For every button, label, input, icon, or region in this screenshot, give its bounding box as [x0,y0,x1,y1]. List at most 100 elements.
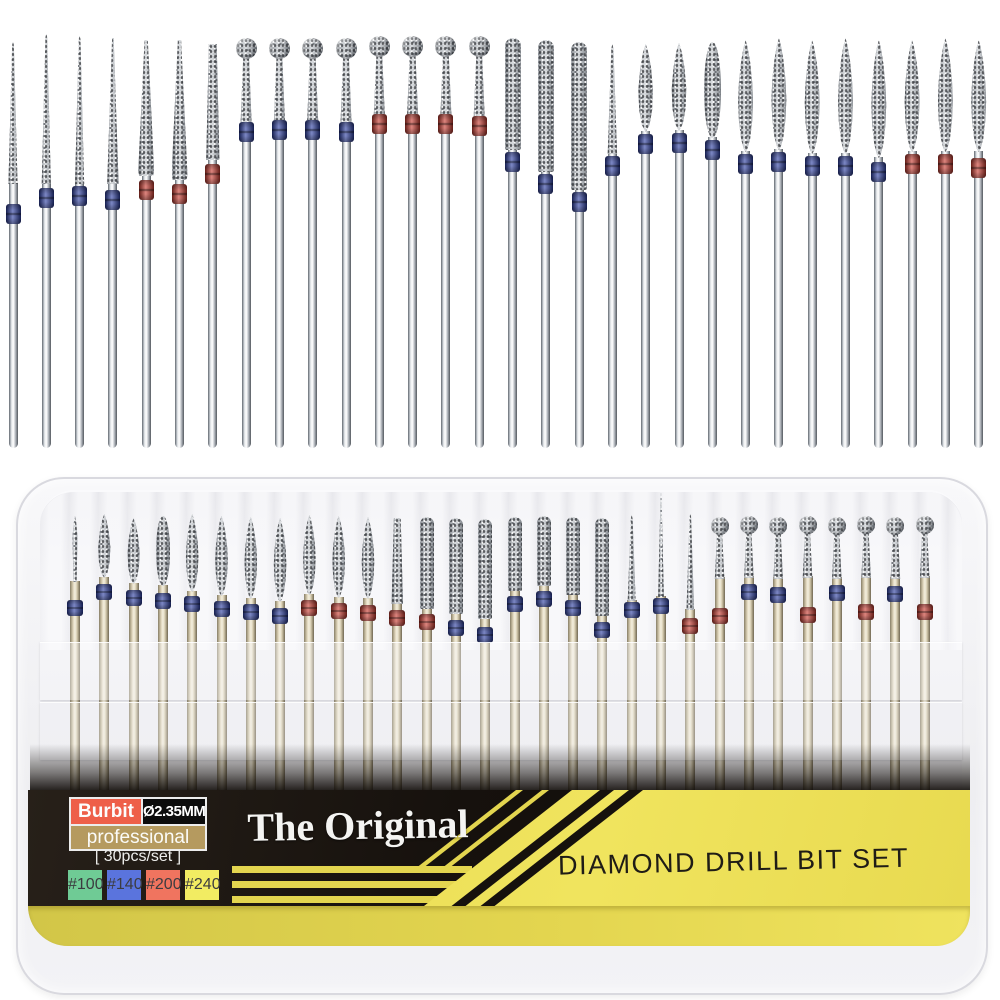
bit-head [738,40,754,152]
grit-color-band [154,593,171,609]
bit-head [8,42,18,184]
drill-bit [698,0,726,1000]
bit-shank [874,157,884,448]
bit-head [504,38,521,150]
grit-color-band [272,608,289,624]
bit-neck [240,57,252,122]
drill-bit [931,0,959,1000]
drill-bit [965,0,993,1000]
drill-bit [399,0,427,1000]
drill-bit [0,0,27,1000]
bit-head [857,516,876,534]
bit-head [215,516,228,596]
pieces-count: [ 30pcs/set ] [94,848,182,865]
label-black-panel: DIAMOND DRILL BIT SET The Original Burbi… [28,790,970,906]
drill-bit [765,0,793,1000]
bit-shank [175,179,184,448]
bit-neck [373,55,385,114]
bit-shank [8,183,18,448]
bit-shank [774,149,784,448]
grit-color-band [338,122,354,142]
grit-color-band [887,586,904,602]
grit-color-band [5,204,21,224]
bit-shank [741,151,751,448]
grit-color-band [858,604,875,620]
grit-color-band [653,598,669,614]
bit-head [871,40,887,158]
bit-head [686,514,695,610]
bit-shank [940,151,950,448]
grit-color-band [638,134,654,154]
grit-color-band [671,133,687,153]
yellow-stripe [232,896,472,903]
grit-color-band [438,114,454,134]
bit-head [303,515,316,595]
bit-shank [341,120,351,448]
bit-shank [274,118,284,448]
grit-color-band [799,607,816,623]
bit-neck [307,57,319,120]
grit-color-band [271,120,287,140]
grit-color-band [471,116,487,136]
bit-head [235,38,257,59]
bit-head [448,518,463,614]
bit-head [771,38,787,150]
bit-head [827,517,846,535]
grit-color-band [38,188,54,208]
drill-bit [32,0,60,1000]
drill-bit [166,0,194,1000]
drill-bit [665,0,693,1000]
bit-head [658,493,664,597]
bit-head [507,517,522,591]
drill-bit [99,0,127,1000]
bit-shank [574,189,584,448]
bit-head [368,36,390,57]
bit-neck [473,55,485,116]
grit-color-band [704,140,720,160]
grit-color-band [389,610,406,626]
drill-bit [732,0,760,1000]
yellow-stripe [232,881,472,888]
grit-color-band [138,180,154,200]
grit-color-band [330,603,347,619]
drill-bit [432,0,460,1000]
brand-badge: Burbit Ø2.35MM professional [69,797,207,851]
bit-shank [474,114,484,448]
bit-neck [273,57,285,120]
bit-neck [861,532,871,578]
grit-color-band [623,602,640,618]
bit-head [98,514,111,578]
drill-bit [232,0,260,1000]
grit-chip: #100 [68,870,104,900]
grit-color-band [506,596,523,612]
bit-head [75,36,85,184]
grit-color-band [916,604,933,620]
tagline: The Original [247,801,469,850]
grit-color-band [937,154,953,174]
bit-head [435,36,457,57]
grit-color-band [740,584,757,600]
grit-color-band [301,600,318,616]
grit-color-band [505,152,520,172]
bit-shank [974,151,984,448]
drill-bit [365,0,393,1000]
bit-head [478,519,493,619]
yellow-stripe [232,866,472,873]
bit-shank [308,118,318,448]
grit-color-band [184,596,201,612]
bit-neck [832,533,842,579]
bit-shank [607,153,617,448]
bit-head [468,36,490,57]
bit-head [185,514,199,592]
bit-shank [441,112,451,448]
bit-neck [802,532,813,578]
bit-neck [744,532,754,578]
bit-shank [807,153,817,448]
holder-strip [40,642,962,700]
bit-head [107,38,119,184]
grit-color-band [904,154,920,174]
grit-color-band [604,156,620,176]
grit-color-band [447,620,464,636]
drill-bit [832,0,860,1000]
